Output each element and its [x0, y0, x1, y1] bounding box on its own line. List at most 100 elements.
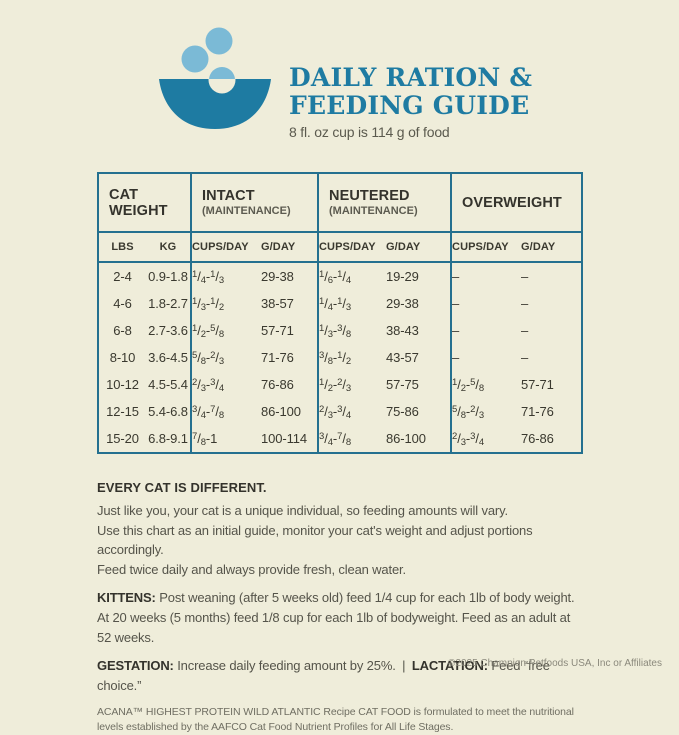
- bowl-icon-svg: [159, 27, 271, 129]
- table-cell: 2/3-3/4: [190, 371, 261, 398]
- column-group-overweight: OVERWEIGHT: [450, 173, 583, 233]
- table-cell: 2.7-3.6: [148, 323, 188, 338]
- bowl-with-bubbles-icon: [157, 26, 273, 132]
- table-cell: 12-15: [106, 404, 139, 419]
- table-cell: 5/8-2/3: [190, 344, 261, 371]
- copyright-text: ©2025 Champion Petfoods USA, Inc or Affi…: [448, 658, 662, 669]
- column-header-cups-day: CUPS/DAY: [190, 232, 261, 263]
- column-header-g-day: G/DAY: [521, 232, 583, 263]
- table-cell: 1/2-5/8: [450, 371, 522, 398]
- page-title-line2: FEEDING GUIDE: [289, 91, 530, 120]
- column-header-g-day: G/DAY: [261, 232, 319, 263]
- table-cell: 8-10: [109, 350, 136, 365]
- column-header-lbs: LBS: [98, 232, 146, 263]
- table-cell: 29-38: [386, 296, 419, 311]
- column-group-neutered: NEUTERED (MAINTENANCE): [317, 173, 452, 233]
- table-row: 12-15 5.4-6.8 3/4-7/8 86-100 2/3-3/4 75-86 5/8…: [98, 398, 582, 425]
- table-cell: 86-100: [386, 431, 426, 446]
- feeding-table: CAT WEIGHT INTACT (MAINTENANCE) NEUTERED (MA…: [97, 172, 584, 454]
- kittens-note: KITTENS: Post weaning (after 5 weeks old…: [97, 588, 585, 648]
- table-cell: 1/3-3/8: [317, 317, 387, 344]
- table-cell: 15-20: [106, 431, 139, 446]
- table-cell: 1/4-1/3: [317, 290, 387, 317]
- table-cell: 3/4-7/8: [317, 425, 387, 453]
- table-cell: 7/8-1: [190, 425, 261, 453]
- column-header-kg: KG: [146, 232, 191, 263]
- table-cell: 57-71: [261, 323, 294, 338]
- table-cell: 1/2-2/3: [317, 371, 387, 398]
- table-cell: 3/8-1/2: [317, 344, 387, 371]
- table-cell: 0.9-1.8: [148, 269, 188, 284]
- group-label: NEUTERED: [329, 187, 410, 204]
- table-cell: –: [450, 344, 522, 371]
- table-cell: 1/3-1/2: [190, 290, 261, 317]
- table-cell: 4-6: [113, 296, 132, 311]
- table-group-header-row: CAT WEIGHT INTACT (MAINTENANCE) NEUTERED (MA…: [98, 173, 583, 233]
- table-cell: 38-43: [386, 323, 419, 338]
- table-cell: 1/2-5/8: [190, 317, 261, 344]
- table-cell: 86-100: [261, 404, 301, 419]
- table-cell: 76-86: [261, 377, 294, 392]
- note-separator: |: [402, 658, 406, 673]
- note-line-2: Use this chart as an initial guide, moni…: [97, 522, 533, 558]
- table-cell: 10-12: [106, 377, 139, 392]
- table-cell: 4.5-5.4: [148, 377, 188, 392]
- table-cell: –: [521, 350, 529, 365]
- table-cell: 2/3-3/4: [450, 425, 522, 453]
- column-header-cups-day: CUPS/DAY: [450, 232, 522, 263]
- table-cell: 57-71: [521, 377, 554, 392]
- table-row: 6-8 2.7-3.6 1/2-5/8 57-71 1/3-3/8 38-43 – –: [98, 317, 582, 344]
- table-cell: 6.8-9.1: [148, 431, 188, 446]
- table-cell: 38-57: [261, 296, 294, 311]
- header: DAILY RATION & FEEDING GUIDE 8 fl. oz cu…: [289, 63, 609, 141]
- note-line-3: Feed twice daily and always provide fres…: [97, 561, 406, 577]
- table-cell: 1/4-1/3: [190, 262, 261, 290]
- table-cell: –: [521, 323, 529, 338]
- table-cell: 29-38: [261, 269, 294, 284]
- gestation-text: Increase daily feeding amount by 25%.: [177, 658, 396, 673]
- gestation-label: GESTATION:: [97, 658, 174, 673]
- lactation-label: LACTATION:: [411, 658, 488, 673]
- group-label: INTACT: [202, 187, 255, 204]
- table-cell: 19-29: [386, 269, 419, 284]
- table-cell: 1/6-1/4: [317, 262, 387, 290]
- table-cell: 75-86: [386, 404, 419, 419]
- table-row: 4-6 1.8-2.7 1/3-1/2 38-57 1/4-1/3 29-38 – –: [98, 290, 582, 317]
- kittens-text-line2: At 20 weeks (5 months) feed 1/8 cup for …: [97, 610, 571, 645]
- table-column-header-row: LBS KG CUPS/DAY G/DAY CUPS/DAY G/DAY CUPS/DAY G…: [98, 232, 583, 263]
- table-cell: –: [450, 317, 522, 344]
- notes-section: EVERY CAT IS DIFFERENT. Just like you, y…: [97, 480, 585, 735]
- group-sublabel: (MAINTENANCE): [329, 204, 418, 217]
- table-cell: 5/8-2/3: [450, 398, 522, 425]
- table-row: 15-20 6.8-9.1 7/8-1 100-114 3/4-7/8 86-100 2/3…: [98, 425, 582, 453]
- table-cell: 3/4-7/8: [190, 398, 261, 425]
- table-cell: 5.4-6.8: [148, 404, 188, 419]
- table-cell: 76-86: [521, 431, 554, 446]
- column-group-cat-weight: CAT WEIGHT: [98, 173, 191, 233]
- table-cell: 57-75: [386, 377, 419, 392]
- aafco-disclaimer: ACANA™ HIGHEST PROTEIN WILD ATLANTIC Rec…: [97, 706, 574, 733]
- table-row: 8-10 3.6-4.5 5/8-2/3 71-76 3/8-1/2 43-57 – –: [98, 344, 582, 371]
- table-row: 2-4 0.9-1.8 1/4-1/3 29-38 1/6-1/4 19-29 – –: [98, 262, 582, 290]
- table-cell: –: [521, 269, 529, 284]
- table-cell: –: [521, 296, 529, 311]
- column-header-cups-day: CUPS/DAY: [317, 232, 387, 263]
- table-cell: 3.6-4.5: [148, 350, 188, 365]
- table-cell: 71-76: [521, 404, 554, 419]
- column-header-g-day: G/DAY: [386, 232, 452, 263]
- feeding-guide-page: DAILY RATION & FEEDING GUIDE 8 fl. oz cu…: [97, 26, 662, 733]
- page-title-line1: DAILY RATION &: [289, 63, 533, 92]
- group-label: OVERWEIGHT: [462, 194, 562, 211]
- cup-weight-note: 8 fl. oz cup is 114 g of food: [289, 124, 450, 140]
- table-cell: 2-4: [113, 269, 132, 284]
- column-group-intact: INTACT (MAINTENANCE): [189, 173, 319, 233]
- kittens-label: KITTENS:: [97, 590, 156, 605]
- table-cell: 6-8: [113, 323, 132, 338]
- table-cell: –: [450, 290, 522, 317]
- table-cell: 100-114: [261, 431, 308, 446]
- kittens-text-line1: Post weaning (after 5 weeks old) feed 1/…: [159, 590, 575, 605]
- table-cell: 1.8-2.7: [148, 296, 188, 311]
- table-cell: 71-76: [261, 350, 294, 365]
- group-label: CAT WEIGHT: [109, 186, 168, 219]
- table-cell: 43-57: [386, 350, 419, 365]
